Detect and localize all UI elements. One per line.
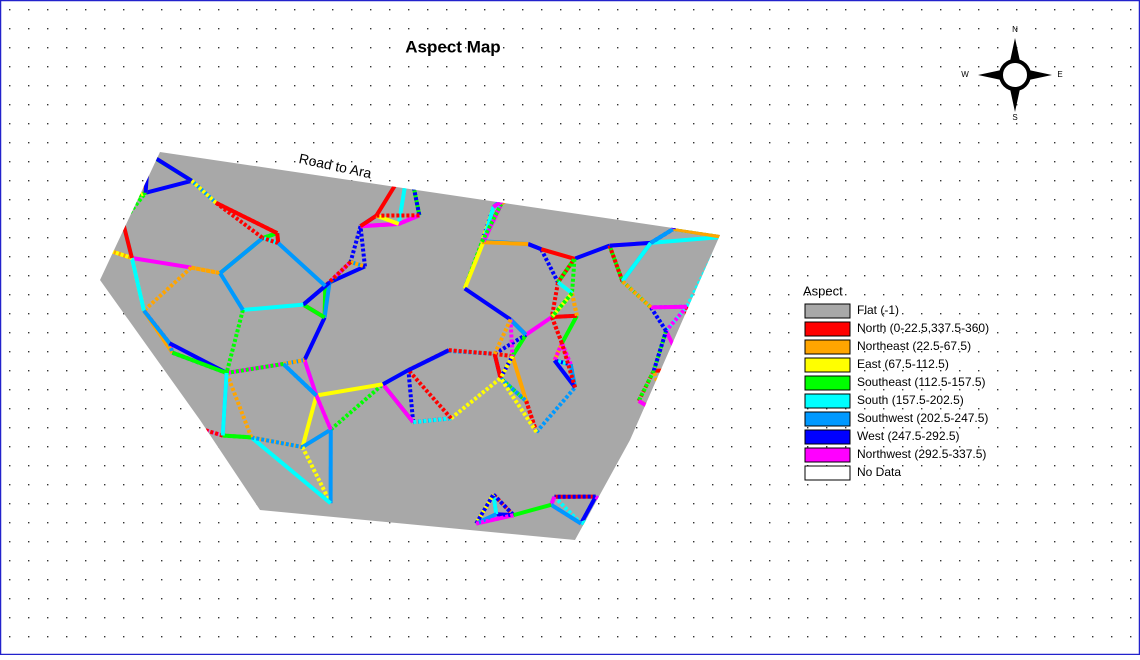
legend-label: Southeast (112.5-157.5) [857,375,986,389]
legend-label: Northwest (292.5-337.5) [857,447,986,461]
tin-edge [651,307,687,308]
legend-title: Aspect [803,283,843,298]
legend-swatch [805,394,850,408]
legend-swatch [805,466,850,480]
legend-swatch [805,412,850,426]
legend-swatch [805,322,850,336]
legend-label: Northeast (22.5-67.5) [857,339,971,353]
legend-label: South (157.5-202.5) [857,393,964,407]
compass-west: W [961,70,969,79]
legend-label: No Data [857,465,901,479]
legend-swatch [805,376,850,390]
tin-edge [610,243,651,246]
legend-label: Flat (-1) [857,303,899,317]
compass-east: E [1057,70,1062,79]
legend-swatch [805,358,850,372]
legend-label: East (67.5-112.5) [857,357,949,371]
compass-south: S [1012,113,1017,122]
map-title: Aspect Map [405,37,500,56]
legend-swatch [805,430,850,444]
legend-swatch [805,304,850,318]
tin-edge [223,436,252,438]
legend-label: North (0-22.5,337.5-360) [857,321,989,335]
compass-north: N [1012,25,1018,34]
legend-label: Southwest (202.5-247.5) [857,411,988,425]
legend-swatch [805,448,850,462]
legend-swatch [805,340,850,354]
tin-edge [482,242,528,244]
legend-label: West (247.5-292.5) [857,429,960,443]
tin-edge [552,316,577,317]
